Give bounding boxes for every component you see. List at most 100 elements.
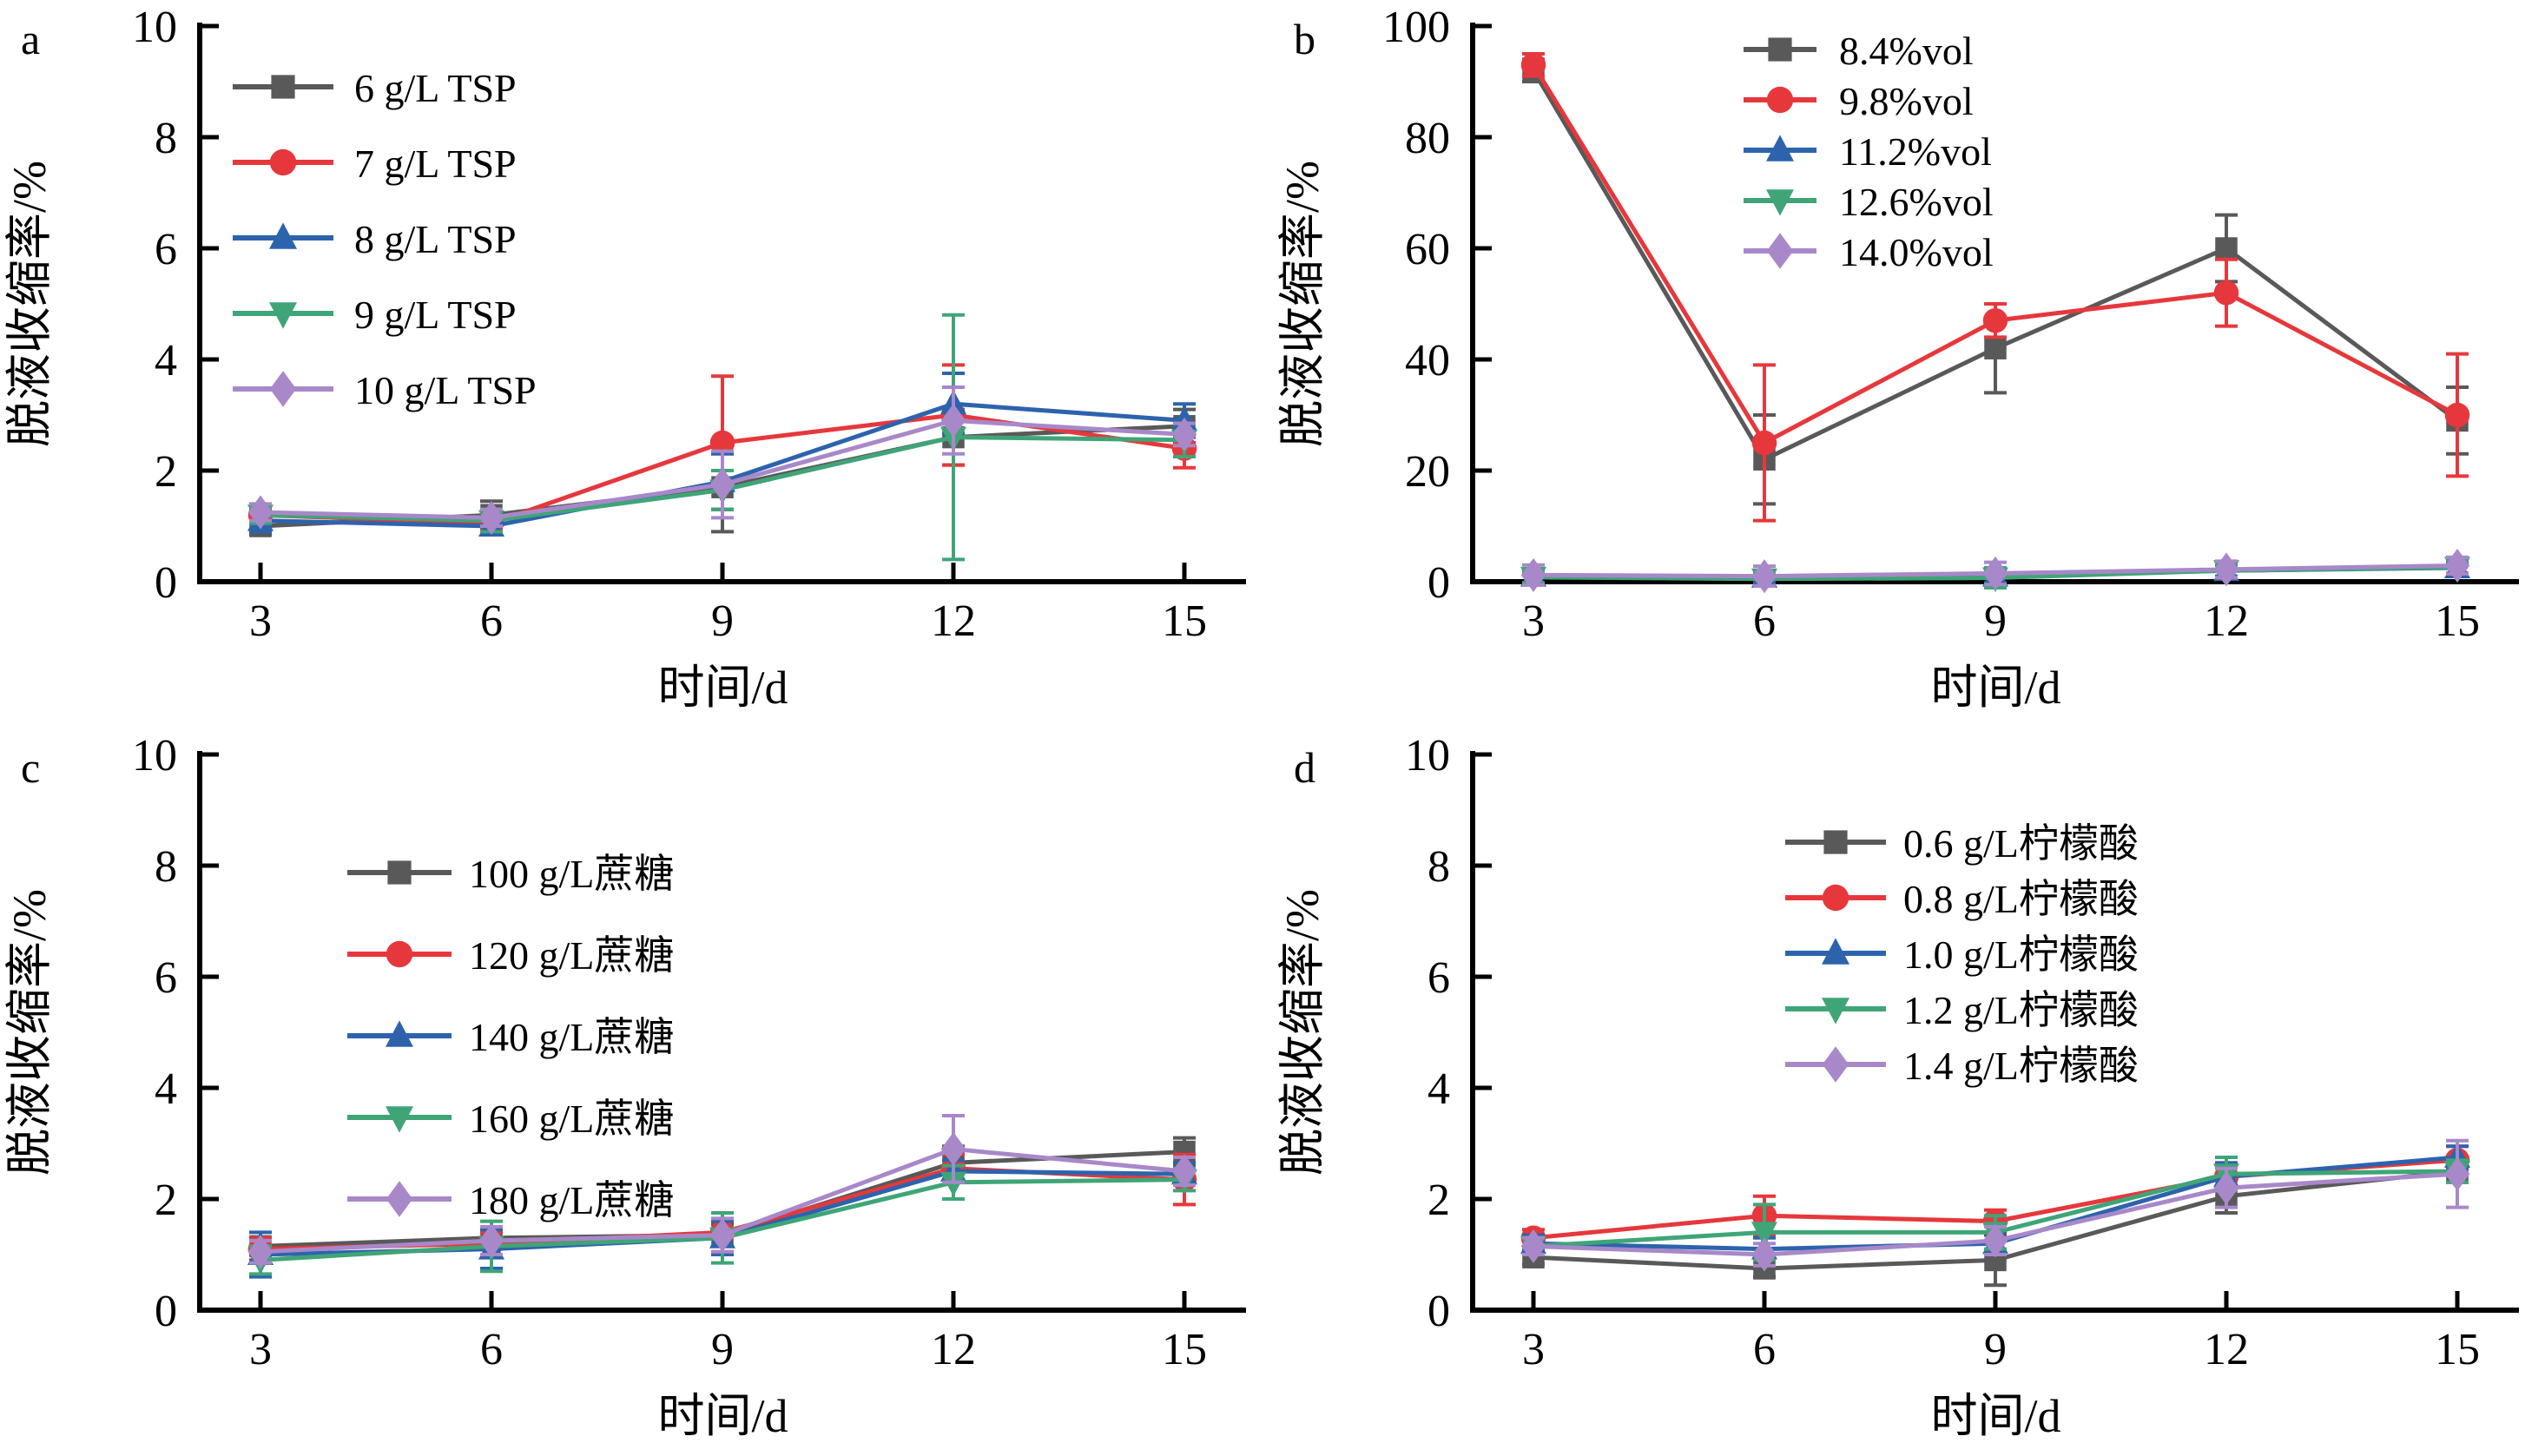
x-tick-label: 12	[931, 596, 976, 646]
legend-item: 7 g/L TSP	[233, 142, 517, 186]
y-tick-label: 10	[132, 731, 177, 781]
legend-item: 0.6 g/L柠檬酸	[1785, 821, 2139, 866]
data-point	[2213, 1170, 2239, 1205]
legend-marker-circle-icon	[1766, 86, 1794, 114]
panel-letter: d	[1294, 743, 1315, 792]
legend-item: 1.2 g/L柠檬酸	[1785, 988, 2139, 1032]
x-axis-title: 时间/d	[1930, 1390, 2060, 1442]
data-point	[2444, 402, 2470, 428]
x-tick-label: 9	[1984, 596, 2007, 646]
legend-marker-triangle-down-icon	[269, 302, 297, 329]
legend-label: 6 g/L TSP	[354, 66, 517, 110]
axis: 0 2 4 6 8 10 3 6 9 12 15	[132, 731, 1246, 1374]
y-tick-label: 8	[155, 114, 177, 163]
panel-c-chart: 0 2 4 6 8 10 3 6 9 12 15 时间/d 脱液收缩率/% c 100 g/L蔗糖 120 g…	[3, 731, 1246, 1442]
y-tick-label: 4	[1427, 1064, 1450, 1114]
chart-series	[247, 385, 1197, 535]
legend-item: 8.4%vol	[1744, 29, 1974, 73]
legend-label: 10 g/L TSP	[354, 368, 537, 412]
data-point	[940, 403, 966, 438]
y-tick-label: 100	[1382, 3, 1450, 52]
y-tick-label: 0	[1427, 1287, 1450, 1336]
legend-marker-triangle-down-icon	[1766, 189, 1794, 216]
legend-item: 0.8 g/L柠檬酸	[1785, 877, 2139, 921]
y-tick-label: 8	[155, 842, 177, 892]
x-tick-label: 3	[1522, 1325, 1545, 1374]
data-point	[940, 1171, 966, 1197]
legend-marker-circle-icon	[386, 940, 413, 968]
x-tick-label: 3	[249, 1325, 272, 1374]
legend-item: 8 g/L TSP	[233, 217, 517, 261]
legend-marker-square-icon	[387, 860, 412, 885]
data-point	[1982, 307, 2008, 333]
x-tick-label: 15	[2435, 1325, 2480, 1374]
y-tick-label: 0	[155, 1287, 177, 1336]
x-axis-title: 时间/d	[1930, 662, 2060, 714]
chart-series	[1520, 52, 2470, 523]
x-tick-label: 3	[249, 596, 272, 646]
data-point	[1751, 1222, 1777, 1247]
legend-label: 11.2%vol	[1839, 129, 1992, 174]
legend-marker-square-icon	[1768, 37, 1792, 62]
legend: 8.4%vol 9.8%vol 11.2%vol 12.6%vol 14.0%vol	[1744, 29, 1994, 274]
chart-series	[1520, 1138, 2470, 1272]
data-point	[247, 1235, 274, 1269]
legend-marker-square-icon	[1823, 830, 1848, 854]
axis: 0 2 4 6 8 10 3 6 9 12 15	[132, 3, 1246, 646]
data-point	[2213, 280, 2239, 306]
panel-a: 0 2 4 6 8 10 3 6 9 12 15 时间/d 脱液收缩率/% a 6 g/L TSP 7 g/L…	[0, 0, 1272, 728]
legend-item: 160 g/L蔗糖	[347, 1097, 674, 1141]
legend-label: 8.4%vol	[1839, 29, 1974, 73]
data-point	[1751, 430, 1777, 456]
y-tick-label: 10	[1405, 731, 1450, 781]
legend-item: 9 g/L TSP	[233, 293, 517, 337]
y-axis-title: 脱液收缩率/%	[3, 889, 56, 1176]
y-tick-label: 4	[155, 336, 177, 385]
data-point	[1520, 1229, 1546, 1263]
legend-marker-triangle-up-icon	[269, 222, 297, 249]
legend-label: 9 g/L TSP	[354, 293, 517, 337]
data-point	[1984, 337, 2007, 359]
legend-item: 140 g/L蔗糖	[347, 1015, 674, 1059]
legend-label: 14.0%vol	[1839, 230, 1994, 274]
x-tick-label: 15	[1162, 1325, 1207, 1374]
legend-item: 1.0 g/L柠檬酸	[1785, 932, 2139, 977]
x-axis-title: 时间/d	[657, 1390, 788, 1442]
legend-item: 1.4 g/L柠檬酸	[1785, 1044, 2139, 1088]
legend-marker-triangle-down-icon	[386, 1106, 413, 1133]
legend: 6 g/L TSP 7 g/L TSP 8 g/L TSP 9 g/L TSP 10 g…	[233, 66, 537, 412]
legend-marker-diamond-icon	[269, 371, 297, 407]
legend-item: 9.8%vol	[1744, 79, 1974, 123]
data-point	[709, 467, 735, 502]
y-tick-label: 6	[155, 953, 177, 1003]
y-tick-label: 6	[1427, 953, 1450, 1003]
data-point	[478, 500, 504, 535]
legend-marker-triangle-down-icon	[1822, 998, 1849, 1024]
legend-marker-triangle-up-icon	[386, 1020, 413, 1047]
legend-label: 180 g/L蔗糖	[469, 1178, 674, 1222]
legend-item: 14.0%vol	[1744, 230, 1994, 274]
chart-series	[1520, 548, 2470, 594]
x-axis-title: 时间/d	[657, 662, 788, 714]
y-tick-label: 10	[132, 3, 177, 52]
legend-label: 1.2 g/L柠檬酸	[1903, 988, 2139, 1032]
legend-label: 1.4 g/L柠檬酸	[1903, 1044, 2139, 1088]
data-point	[1520, 52, 1546, 78]
x-tick-label: 3	[1522, 596, 1545, 646]
chart-series	[247, 1114, 1197, 1269]
y-tick-label: 60	[1405, 225, 1450, 274]
y-axis-title: 脱液收缩率/%	[1276, 889, 1329, 1176]
panel-a-chart: 0 2 4 6 8 10 3 6 9 12 15 时间/d 脱液收缩率/% a 6 g/L TSP 7 g/L…	[3, 3, 1246, 714]
panel-d-chart: 0 2 4 6 8 10 3 6 9 12 15 时间/d 脱液收缩率/% d 0.6 g/L柠檬酸 0.8 …	[1276, 731, 2519, 1442]
data-point	[2444, 548, 2470, 583]
x-tick-label: 6	[480, 596, 503, 646]
legend-marker-circle-icon	[1822, 884, 1849, 912]
legend-label: 160 g/L蔗糖	[469, 1097, 674, 1141]
y-tick-label: 0	[155, 558, 177, 608]
legend-label: 140 g/L蔗糖	[469, 1015, 674, 1059]
panel-b-chart: 0 20 40 60 80 100 3 6 9 12 15 时间/d 脱液收缩率/% b 8.4%vol 9.…	[1276, 3, 2519, 714]
legend-item: 180 g/L蔗糖	[347, 1178, 674, 1222]
legend-item: 100 g/L蔗糖	[347, 852, 674, 896]
panel-d: 0 2 4 6 8 10 3 6 9 12 15 时间/d 脱液收缩率/% d 0.6 g/L柠檬酸 0.8 …	[1273, 728, 2545, 1456]
